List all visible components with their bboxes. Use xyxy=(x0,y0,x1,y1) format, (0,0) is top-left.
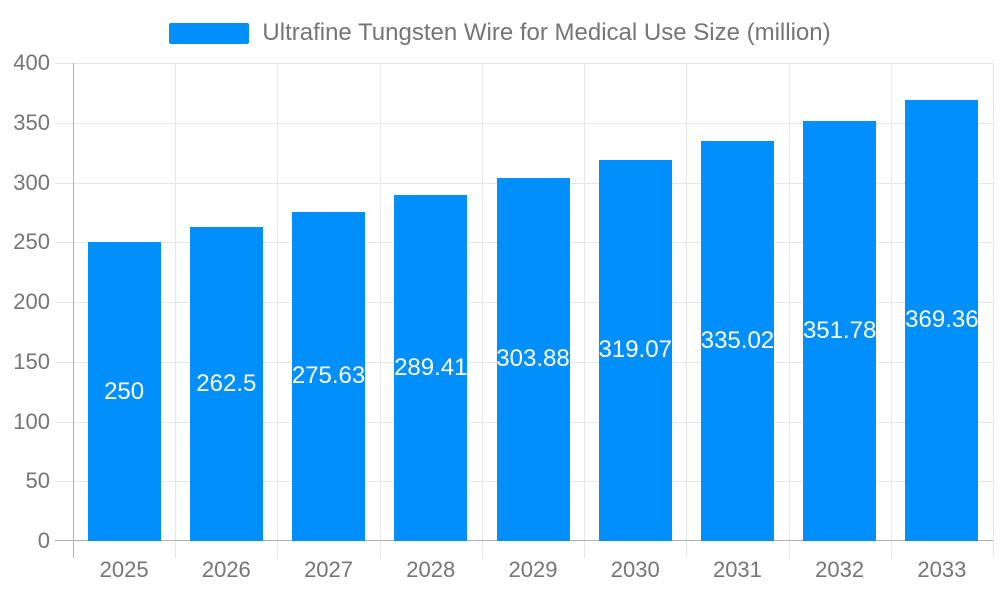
x-gridline xyxy=(890,63,892,558)
bar-value-label: 319.07 xyxy=(598,336,672,364)
x-gridline xyxy=(379,63,381,558)
bar-2027[interactable]: 275.63 xyxy=(291,211,366,541)
x-tick-label: 2025 xyxy=(99,557,149,582)
y-axis-line xyxy=(73,63,74,558)
y-gridline xyxy=(55,122,993,124)
bar-2033[interactable]: 369.36 xyxy=(905,99,979,541)
y-tick-label: 0 xyxy=(37,528,50,553)
x-axis-labels: 2025 2026 2027 2028 2029 2030 2031 2032 2033 xyxy=(73,556,993,588)
bar-value-label: 275.63 xyxy=(291,362,366,390)
y-tick-label: 200 xyxy=(13,289,50,314)
bar-2032[interactable]: 351.78 xyxy=(802,120,877,541)
y-tick-label: 350 xyxy=(13,109,50,135)
x-gridline xyxy=(277,63,279,558)
legend[interactable]: Ultrafine Tungsten Wire for Medical Use … xyxy=(0,19,1000,46)
y-tick-label: 400 xyxy=(13,50,50,75)
y-tick-label: 250 xyxy=(13,229,50,255)
bar-value-label: 351.78 xyxy=(802,316,877,344)
x-tick-label: 2029 xyxy=(508,557,558,582)
bar-value-label: 289.41 xyxy=(394,354,468,382)
bar-value-label: 250 xyxy=(104,377,145,405)
bar-2029[interactable]: 303.88 xyxy=(496,177,570,541)
bar-value-label: 262.5 xyxy=(196,370,257,398)
y-tick-label: 100 xyxy=(13,408,50,434)
y-tick-label: 50 xyxy=(25,468,50,494)
x-tick-label: 2027 xyxy=(304,557,354,582)
legend-label: Ultrafine Tungsten Wire for Medical Use … xyxy=(262,19,831,46)
y-axis-labels: 0 50 100 150 200 250 300 350 400 xyxy=(0,51,55,553)
y-tick-label: 150 xyxy=(13,348,50,374)
bar-value-label: 369.36 xyxy=(905,306,979,334)
bar-value-label: 335.02 xyxy=(700,326,775,354)
bar-2026[interactable]: 262.5 xyxy=(189,227,263,541)
x-gridline xyxy=(584,63,586,558)
x-gridline xyxy=(686,63,688,558)
x-tick-label: 2032 xyxy=(815,557,865,582)
bar-2028[interactable]: 289.41 xyxy=(394,195,467,541)
x-gridline xyxy=(175,63,177,558)
x-tick-label: 2026 xyxy=(201,557,251,582)
bar-2025[interactable]: 250 xyxy=(87,242,161,541)
y-gridline xyxy=(55,63,993,64)
legend-marker-icon xyxy=(169,22,250,44)
bar-2031[interactable]: 335.02 xyxy=(700,140,775,541)
y-tick-label: 300 xyxy=(13,169,50,195)
x-tick-label: 2031 xyxy=(712,557,762,582)
x-gridline xyxy=(788,63,790,558)
bar-value-label: 303.88 xyxy=(496,345,570,373)
x-tick-label: 2033 xyxy=(917,557,967,582)
bar-2030[interactable]: 319.07 xyxy=(598,159,672,541)
x-gridline xyxy=(993,63,994,558)
plot-area: 250 262.5 275.63 289.41 303.88 319.07 335.02 35… xyxy=(55,63,994,558)
x-gridline xyxy=(481,63,483,558)
x-tick-label: 2028 xyxy=(406,557,456,582)
x-tick-label: 2030 xyxy=(610,557,660,582)
